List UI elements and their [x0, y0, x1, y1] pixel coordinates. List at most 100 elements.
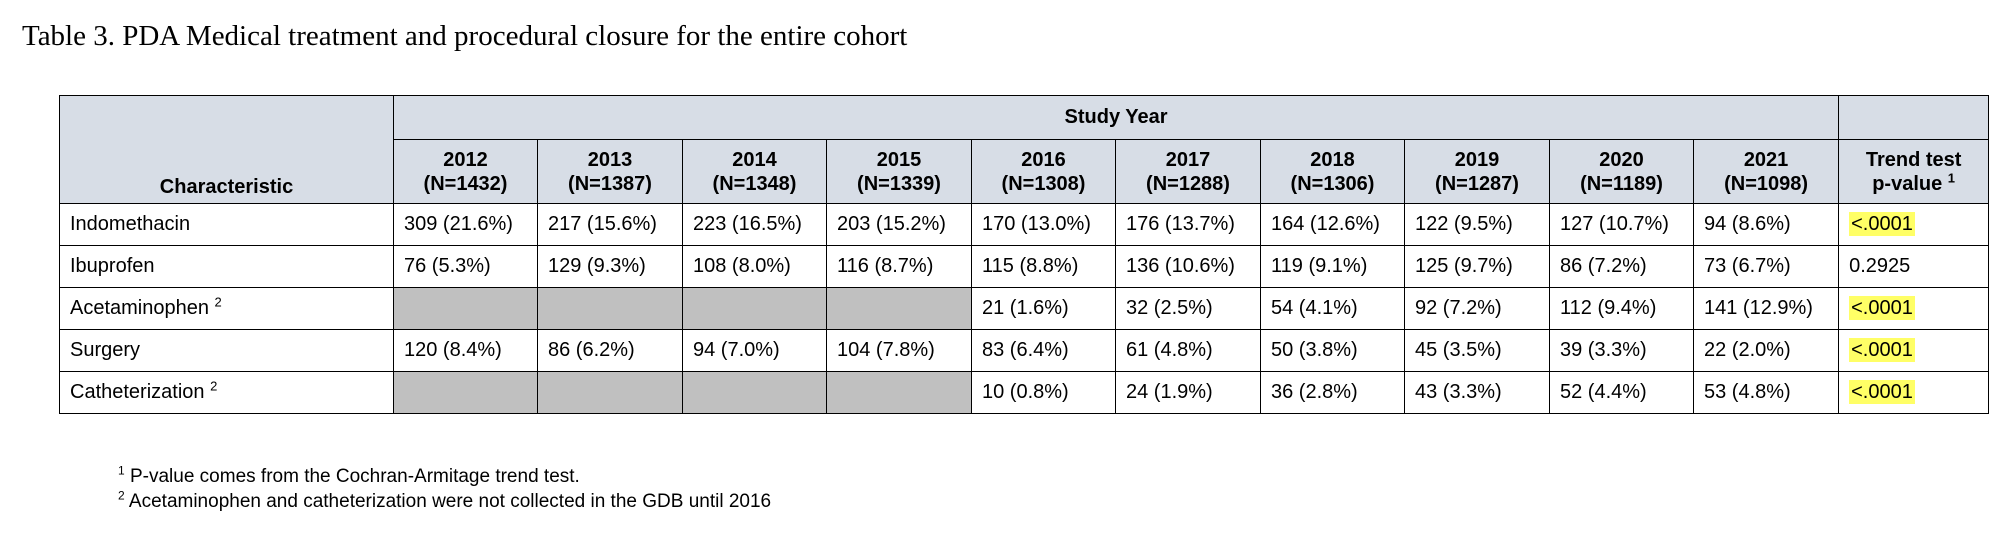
- year-count: (N=1387): [568, 172, 652, 195]
- year-count: (N=1432): [423, 172, 508, 195]
- year-count: (N=1287): [1435, 172, 1519, 195]
- trend-header-line1: Trend test: [1865, 148, 1962, 171]
- year-header-2014: 2014 (N=1348): [682, 139, 827, 204]
- value-cell: 24 (1.9%): [1115, 371, 1261, 414]
- value-cell: 203 (15.2%): [826, 203, 972, 246]
- p-value-cell: 0.2925: [1838, 245, 1990, 288]
- value-cell: 86 (7.2%): [1549, 245, 1694, 288]
- row-label: Acetaminophen: [70, 297, 209, 319]
- value-cell: 141 (12.9%): [1692, 287, 1840, 330]
- table-row: Acetaminophen 2 21 (1.6%) 32 (2.5%) 54 (4.1…: [59, 287, 1990, 330]
- value-cell: 53 (4.8%): [1692, 371, 1840, 414]
- year-count: (N=1348): [712, 172, 797, 195]
- p-value: <.0001: [1849, 380, 1915, 404]
- row-label: Surgery: [70, 339, 141, 361]
- not-collected-cell: [537, 371, 683, 414]
- footnote-marker: 1: [1947, 169, 1956, 185]
- year-count: (N=1098): [1724, 172, 1809, 195]
- trend-header-blank: [1838, 95, 1990, 140]
- value-cell: 22 (2.0%): [1692, 329, 1840, 372]
- year-label: 2020: [1599, 148, 1644, 171]
- value-cell: 10 (0.8%): [971, 371, 1116, 414]
- value-cell: 52 (4.4%): [1549, 371, 1694, 414]
- value-cell: 164 (12.6%): [1260, 203, 1405, 246]
- header-row-group: Characteristic Study Year: [59, 95, 1990, 204]
- value-cell: 115 (8.8%): [971, 245, 1116, 288]
- value-cell: 32 (2.5%): [1115, 287, 1261, 330]
- value-cell: 116 (8.7%): [826, 245, 972, 288]
- year-count: (N=1308): [1001, 172, 1086, 195]
- row-label: Indomethacin: [70, 213, 191, 235]
- not-collected-cell: [682, 371, 827, 414]
- trend-test-header: Trend test p-value 1: [1838, 139, 1990, 204]
- row-label: Catheterization: [70, 381, 205, 403]
- value-cell: 76 (5.3%): [393, 245, 538, 288]
- value-cell: 120 (8.4%): [393, 329, 538, 372]
- value-cell: 223 (16.5%): [682, 203, 827, 246]
- value-cell: 112 (9.4%): [1549, 287, 1694, 330]
- footnote: 2 Acetaminophen and catheterization were…: [118, 489, 771, 514]
- not-collected-cell: [393, 371, 538, 414]
- year-count: (N=1189): [1580, 172, 1663, 195]
- value-cell: 119 (9.1%): [1260, 245, 1405, 288]
- year-label: 2017: [1165, 148, 1211, 171]
- value-cell: 61 (4.8%): [1115, 329, 1261, 372]
- footnote-text: Acetaminophen and catheterization were n…: [128, 491, 772, 512]
- footnote-marker: 2: [210, 378, 218, 394]
- row-label-cell: Ibuprofen: [59, 245, 394, 288]
- year-count: (N=1339): [857, 172, 941, 195]
- year-header-2013: 2013 (N=1387): [537, 139, 683, 204]
- p-value-cell: <.0001: [1838, 287, 1990, 330]
- value-cell: 108 (8.0%): [682, 245, 827, 288]
- p-value-cell: <.0001: [1838, 329, 1990, 372]
- year-count: (N=1288): [1146, 172, 1230, 195]
- table-row: Surgery 120 (8.4%) 86 (6.2%) 94 (7.0%) 104 (…: [59, 329, 1990, 372]
- year-label: 2015: [876, 148, 922, 171]
- value-cell: 176 (13.7%): [1115, 203, 1261, 246]
- value-cell: 73 (6.7%): [1692, 245, 1840, 288]
- footnote-marker: 2: [118, 488, 125, 503]
- row-label-cell: Acetaminophen 2: [59, 287, 394, 330]
- year-header-2019: 2019 (N=1287): [1404, 139, 1550, 204]
- not-collected-cell: [826, 287, 972, 330]
- value-cell: 125 (9.7%): [1404, 245, 1550, 288]
- year-header-2015: 2015 (N=1339): [826, 139, 972, 204]
- characteristic-header: Characteristic: [59, 95, 394, 204]
- year-header-2017: 2017 (N=1288): [1115, 139, 1261, 204]
- footnotes: 1 P-value comes from the Cochran-Armitag…: [118, 464, 771, 514]
- table-body: Indomethacin 309 (21.6%) 217 (15.6%) 223 (1…: [59, 203, 1990, 414]
- value-cell: 39 (3.3%): [1549, 329, 1694, 372]
- header-row-years: 2012 (N=1432) 2013 (N=1387) 2014 (N=1348) 2015…: [60, 139, 1990, 204]
- value-cell: 170 (13.0%): [971, 203, 1116, 246]
- p-value: 0.2925: [1849, 255, 1911, 277]
- footnote-text: P-value comes from the Cochran-Armitage …: [129, 466, 580, 487]
- value-cell: 86 (6.2%): [537, 329, 683, 372]
- year-header-2020: 2020 (N=1189): [1549, 139, 1694, 204]
- year-header-2018: 2018 (N=1306): [1260, 139, 1405, 204]
- value-cell: 129 (9.3%): [537, 245, 683, 288]
- p-value-cell: <.0001: [1838, 203, 1990, 246]
- study-year-header: Study Year: [392, 95, 1840, 140]
- year-label: 2019: [1454, 148, 1500, 171]
- footnote-marker: 1: [118, 463, 125, 478]
- not-collected-cell: [682, 287, 827, 330]
- results-table: Characteristic Study Year 2012 (N=1432) 20…: [59, 95, 1990, 414]
- p-value-cell: <.0001: [1838, 371, 1990, 414]
- table-title: Table 3. PDA Medical treatment and proce…: [22, 20, 908, 52]
- not-collected-cell: [537, 287, 683, 330]
- table-row: Ibuprofen 76 (5.3%) 129 (9.3%) 108 (8.0%) 11…: [59, 245, 1990, 288]
- p-value: <.0001: [1849, 212, 1915, 236]
- year-label: 2014: [732, 148, 777, 171]
- value-cell: 43 (3.3%): [1404, 371, 1550, 414]
- row-label-cell: Catheterization 2: [59, 371, 394, 414]
- value-cell: 127 (10.7%): [1549, 203, 1694, 246]
- value-cell: 94 (7.0%): [682, 329, 827, 372]
- value-cell: 94 (8.6%): [1692, 203, 1840, 246]
- p-value: <.0001: [1849, 296, 1915, 320]
- row-label-cell: Surgery: [59, 329, 394, 372]
- not-collected-cell: [393, 287, 538, 330]
- row-label: Ibuprofen: [70, 255, 155, 277]
- value-cell: 50 (3.8%): [1260, 329, 1405, 372]
- p-value: <.0001: [1849, 338, 1915, 362]
- table-row: Indomethacin 309 (21.6%) 217 (15.6%) 223 (1…: [59, 203, 1990, 246]
